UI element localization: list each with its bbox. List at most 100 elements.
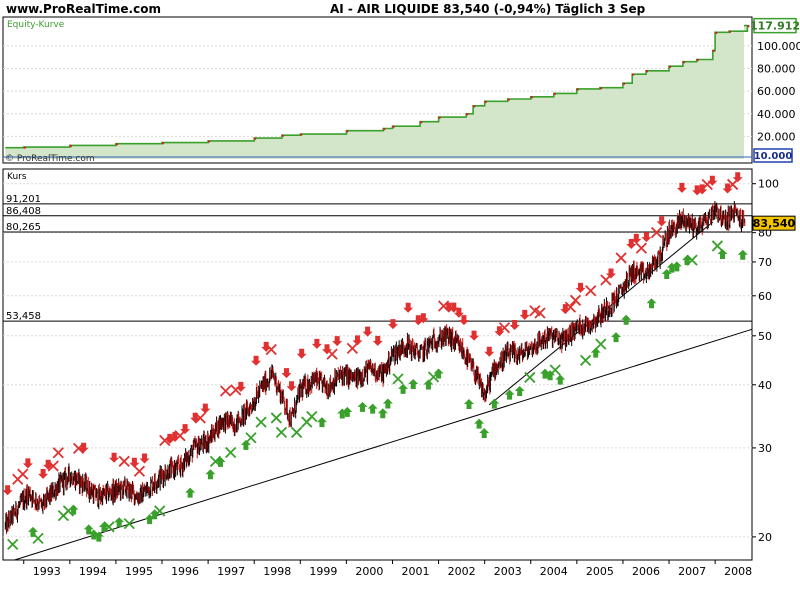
exit-cross (290, 426, 303, 439)
sell-arrow (180, 424, 191, 435)
equity-trade-mark (115, 142, 119, 146)
exit-cross (245, 432, 257, 444)
exit-cross (123, 518, 135, 530)
exit-cross (255, 416, 267, 428)
equity-panel-label: Equity-Kurve (7, 20, 65, 30)
buy-arrow (88, 529, 99, 540)
sell-arrow (458, 315, 469, 326)
exit-cross (498, 322, 511, 334)
sell-arrow (200, 403, 211, 414)
exit-cross (711, 240, 724, 252)
exit-cross (225, 446, 237, 459)
price-ytick-label: 60 (758, 290, 772, 303)
buy-arrow (621, 314, 632, 325)
exit-cross (564, 301, 577, 313)
buy-arrow (398, 383, 409, 394)
exit-cross (635, 242, 648, 254)
buy-arrow (590, 347, 601, 358)
x-tick-label: 2008 (724, 565, 752, 578)
buy-arrow (540, 368, 551, 379)
sell-arrow (519, 309, 530, 320)
exit-cross (118, 455, 130, 467)
equity-trade-mark (382, 127, 386, 131)
site-url: www.ProRealTime.com (6, 2, 161, 16)
price-ytick-label: 40 (758, 379, 772, 392)
exit-cross (727, 178, 739, 191)
sell-arrow (78, 442, 89, 453)
equity-trade-mark (746, 24, 750, 28)
exit-cross (346, 342, 359, 355)
equity-trade-mark (69, 144, 73, 148)
buy-arrow (737, 249, 748, 260)
exit-cross (392, 373, 404, 385)
sell-arrow (575, 282, 586, 293)
sell-arrow (469, 330, 480, 341)
exit-cross (265, 343, 277, 356)
equity-baseline-badge (753, 148, 793, 163)
buy-arrow (514, 386, 525, 397)
buy-arrow (661, 268, 672, 279)
buy-arrow (474, 418, 485, 429)
equity-trade-mark (392, 125, 395, 129)
equity-ytick-label: 40.000 (757, 108, 796, 121)
equity-trade-mark (438, 116, 442, 120)
sell-arrow (109, 452, 120, 463)
equity-trade-mark (23, 146, 27, 150)
sell-arrow (129, 457, 140, 468)
buy-arrow (489, 398, 500, 409)
last-price-badge-text: 83,540 (753, 217, 796, 230)
exit-cross (219, 385, 232, 397)
buy-arrow (433, 368, 444, 379)
buy-arrow (144, 514, 155, 525)
sell-arrow (139, 453, 150, 464)
buy-arrow (717, 249, 728, 260)
x-tick-label: 1996 (171, 565, 199, 578)
equity-trade-mark (472, 104, 476, 108)
x-tick-label: 2000 (355, 565, 383, 578)
exit-cross (534, 307, 546, 319)
sell-arrow (296, 348, 307, 359)
buy-arrow (479, 427, 490, 438)
price-ytick-label: 20 (758, 531, 772, 544)
sell-arrow (251, 355, 262, 366)
x-tick-label: 1999 (309, 565, 337, 578)
sell-arrow (448, 302, 459, 313)
x-tick-label: 1998 (263, 565, 291, 578)
equity-trade-mark (668, 65, 672, 69)
sell-arrow (732, 172, 743, 183)
sell-arrow (641, 232, 652, 243)
x-tick-label: 2001 (402, 565, 430, 578)
equity-ytick-label: 100.000 (757, 40, 800, 53)
sell-arrow (494, 326, 505, 337)
buy-arrow (504, 389, 515, 400)
exit-cross (17, 468, 29, 480)
level-label: 86,408 (6, 206, 41, 217)
buy-arrow (646, 298, 657, 309)
price-ytick-label: 50 (758, 330, 772, 343)
buy-arrow (357, 401, 368, 412)
sell-arrow (707, 175, 718, 186)
equity-area (5, 25, 748, 159)
sell-arrow (453, 307, 464, 318)
exit-cross (7, 538, 19, 551)
exit-cross (306, 410, 318, 423)
buy-arrow (316, 417, 327, 428)
equity-trade-mark (484, 100, 488, 104)
equity-trade-mark (553, 92, 557, 96)
sell-arrow (692, 185, 703, 196)
sell-arrow (418, 313, 429, 324)
buy-arrow (114, 517, 125, 528)
watermark: © ProRealTime.com (5, 154, 95, 164)
equity-trade-mark (281, 134, 285, 138)
equity-ytick-label: 60.000 (757, 85, 796, 98)
x-tick-label: 2007 (678, 565, 706, 578)
price-ytick-label: 70 (758, 256, 772, 269)
signal-markers (2, 172, 748, 551)
level-label: 91,201 (6, 194, 41, 205)
buy-arrow (83, 524, 94, 535)
exit-cross (103, 521, 115, 533)
buy-arrow (342, 406, 353, 417)
exit-cross (650, 226, 663, 239)
sell-arrow (403, 302, 414, 313)
